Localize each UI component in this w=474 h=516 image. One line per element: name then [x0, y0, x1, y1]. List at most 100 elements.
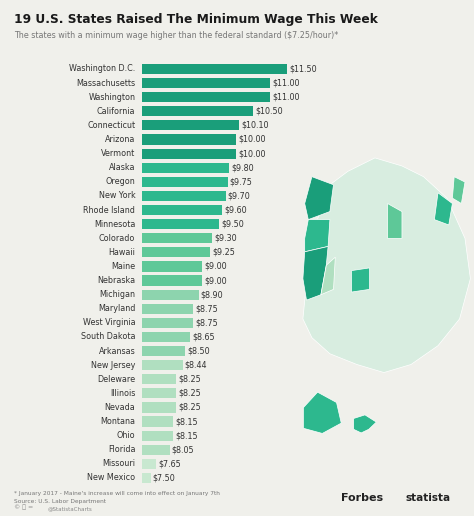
Text: Washington D.C.: Washington D.C. [69, 64, 136, 73]
Bar [142, 219, 219, 229]
Bar [142, 163, 229, 173]
Polygon shape [354, 415, 376, 433]
Text: $10.00: $10.00 [238, 149, 265, 158]
Bar [142, 303, 193, 314]
Bar [142, 473, 151, 483]
Text: Hawaii: Hawaii [109, 248, 136, 257]
Text: California: California [97, 107, 136, 116]
Polygon shape [434, 193, 452, 225]
Text: South Dakota: South Dakota [81, 332, 136, 342]
Text: Arizona: Arizona [105, 135, 136, 144]
Bar [142, 92, 270, 102]
Text: $8.15: $8.15 [175, 431, 198, 440]
Bar [142, 459, 156, 469]
Text: Rhode Island: Rhode Island [83, 205, 136, 215]
Text: The states with a minimum wage higher than the federal standard ($7.25/hour)*: The states with a minimum wage higher th… [14, 31, 338, 40]
Text: $10.00: $10.00 [238, 135, 265, 144]
Text: $9.25: $9.25 [212, 248, 236, 257]
Text: $10.10: $10.10 [242, 121, 269, 130]
Text: $10.50: $10.50 [255, 107, 283, 116]
Polygon shape [321, 257, 335, 295]
Text: $9.70: $9.70 [228, 191, 251, 200]
Text: $8.75: $8.75 [195, 304, 218, 313]
Text: Montana: Montana [100, 417, 136, 426]
Text: Missouri: Missouri [102, 459, 136, 469]
Text: Minnesota: Minnesota [94, 220, 136, 229]
Text: New Jersey: New Jersey [91, 361, 136, 369]
Text: West Virginia: West Virginia [83, 318, 136, 327]
Text: $11.50: $11.50 [289, 64, 317, 73]
Bar [142, 261, 202, 271]
Bar [142, 120, 239, 131]
Bar [142, 332, 190, 342]
Text: Alaska: Alaska [109, 163, 136, 172]
Polygon shape [303, 392, 341, 433]
Text: $9.00: $9.00 [204, 276, 227, 285]
Text: Connecticut: Connecticut [87, 121, 136, 130]
Text: Illinois: Illinois [110, 389, 136, 398]
Polygon shape [305, 220, 330, 252]
Bar [142, 276, 202, 286]
Bar [142, 78, 270, 88]
Bar [142, 176, 228, 187]
Bar [142, 388, 176, 398]
Text: $9.75: $9.75 [229, 178, 253, 186]
Text: statista: statista [405, 493, 450, 503]
Text: New York: New York [99, 191, 136, 200]
Bar [142, 233, 212, 244]
Text: $9.50: $9.50 [221, 220, 244, 229]
Text: $8.25: $8.25 [178, 389, 201, 398]
Text: $9.30: $9.30 [214, 234, 237, 243]
Text: $11.00: $11.00 [272, 93, 300, 102]
Text: New Mexico: New Mexico [87, 474, 136, 482]
Text: © ⓘ =: © ⓘ = [14, 504, 34, 510]
Text: 19 U.S. States Raised The Minimum Wage This Week: 19 U.S. States Raised The Minimum Wage T… [14, 13, 378, 26]
Text: $8.90: $8.90 [201, 290, 223, 299]
Text: $8.75: $8.75 [195, 318, 218, 327]
Bar [142, 430, 173, 441]
Bar [142, 205, 222, 215]
Text: Source: U.S. Labor Department: Source: U.S. Labor Department [14, 498, 106, 504]
Polygon shape [388, 203, 402, 238]
Text: Arkansas: Arkansas [99, 347, 136, 356]
Bar [142, 64, 287, 74]
Text: Oregon: Oregon [106, 178, 136, 186]
Text: $8.50: $8.50 [187, 347, 210, 356]
Text: Nevada: Nevada [105, 403, 136, 412]
Text: $11.00: $11.00 [272, 78, 300, 88]
Polygon shape [305, 176, 334, 220]
Text: $8.05: $8.05 [172, 445, 194, 454]
Text: $8.25: $8.25 [178, 403, 201, 412]
Polygon shape [452, 176, 465, 203]
Text: Massachusetts: Massachusetts [76, 78, 136, 88]
Bar [142, 346, 185, 356]
Text: Colorado: Colorado [99, 234, 136, 243]
Text: $9.00: $9.00 [204, 262, 227, 271]
Polygon shape [303, 158, 470, 373]
Text: $9.60: $9.60 [225, 205, 247, 215]
Bar [142, 289, 199, 300]
Bar [142, 149, 236, 159]
Text: Vermont: Vermont [101, 149, 136, 158]
Text: $8.44: $8.44 [185, 361, 207, 369]
Text: * January 2017 - Maine's increase will come into effect on January 7th: * January 2017 - Maine's increase will c… [14, 491, 220, 496]
Text: $8.25: $8.25 [178, 375, 201, 384]
Text: $7.50: $7.50 [153, 474, 175, 482]
Text: Nebraska: Nebraska [97, 276, 136, 285]
Polygon shape [303, 247, 328, 300]
Bar [142, 247, 210, 257]
Text: Michigan: Michigan [100, 290, 136, 299]
Text: $8.65: $8.65 [192, 332, 215, 342]
Bar [142, 106, 253, 117]
Bar [142, 134, 236, 144]
Bar [142, 360, 183, 370]
Text: Maine: Maine [111, 262, 136, 271]
Text: $8.15: $8.15 [175, 417, 198, 426]
Bar [142, 416, 173, 427]
Text: Ohio: Ohio [117, 431, 136, 440]
Text: Washington: Washington [88, 93, 136, 102]
Text: $9.80: $9.80 [231, 163, 254, 172]
Text: $7.65: $7.65 [158, 459, 181, 469]
Text: Forbes: Forbes [341, 493, 383, 503]
Bar [142, 318, 193, 328]
